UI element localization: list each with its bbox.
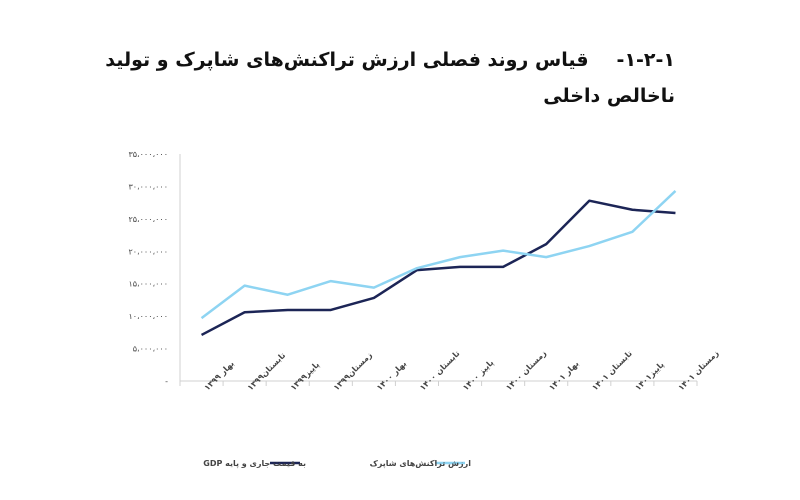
y-tick-label: ۱۰،۰۰۰،۰۰۰ — [128, 312, 168, 321]
x-tick-label: پاییز۱۳۹۹ — [289, 360, 321, 392]
y-tick-label: ۵،۰۰۰،۰۰۰ — [133, 345, 168, 354]
x-tick-label: پاییز ۱۴۰۰ — [461, 358, 495, 392]
x-tick-label: تابستان ۱۴۰۱ — [590, 349, 634, 393]
x-tick-label: پاییز۱۴۰۱ — [633, 360, 665, 392]
x-tick-label: بهار ۱۳۹۹ — [203, 359, 236, 392]
y-tick-label: ۳۵،۰۰۰،۰۰۰ — [128, 150, 168, 159]
x-tick-label: بهار ۱۴۰۱ — [547, 359, 580, 392]
legend-label: ارزش تراکنش‌های شاپرک — [370, 459, 472, 469]
series-line — [200, 190, 677, 320]
y-tick-label: ۱۵،۰۰۰،۰۰۰ — [128, 280, 168, 289]
section-number: ۱-۲-۱- — [616, 49, 675, 71]
y-tick-label: ۲۰،۰۰۰،۰۰۰ — [128, 247, 168, 256]
legend-label: GDP به قیمت جاری و پایه — [203, 459, 306, 468]
chart-title: قیاس روند فصلی ارزش تراکنش‌های شاپرک و ت… — [105, 49, 675, 107]
heading: ۱-۲-۱-قیاس روند فصلی ارزش تراکنش‌های شاپ… — [95, 42, 675, 114]
y-tick-label: ۳۰،۰۰۰،۰۰۰ — [128, 182, 168, 191]
y-tick-label: - — [165, 377, 168, 386]
x-tick-label: تابستان ۱۴۰۰ — [418, 349, 462, 393]
x-tick-label: تابستان۱۳۹۹ — [246, 351, 288, 393]
x-tick-label: زمستان ۱۴۰۱ — [677, 348, 721, 392]
y-tick-label: ۲۵،۰۰۰،۰۰۰ — [128, 215, 168, 224]
x-tick-label: زمستان۱۳۹۹ — [332, 350, 374, 392]
series-line — [200, 199, 676, 337]
x-tick-label: بهار ۱۴۰۰ — [375, 359, 408, 392]
x-tick-label: زمستان ۱۴۰۰ — [504, 348, 548, 392]
